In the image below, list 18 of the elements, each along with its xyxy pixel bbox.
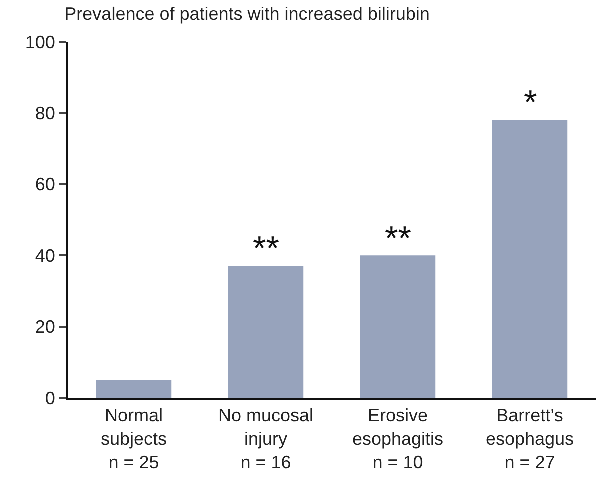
- y-tick-label: 80: [35, 104, 56, 124]
- x-tick-label: Normal subjects n = 25: [100, 406, 168, 472]
- annotation: **: [385, 220, 412, 258]
- bar: [96, 380, 172, 398]
- x-tick-label: No mucosal injury n = 16: [218, 406, 314, 472]
- y-tick-label: 40: [35, 246, 56, 266]
- annotation: *: [524, 84, 538, 122]
- bar: [360, 256, 436, 398]
- x-tick-label: Barrett’s esophagus n = 27: [486, 406, 574, 472]
- bar: [228, 266, 304, 398]
- y-tick-label: 100: [25, 32, 56, 52]
- chart-title: Prevalence of patients with increased bilirubin: [64, 4, 430, 24]
- y-tick-label: 20: [35, 317, 56, 338]
- bar: [492, 120, 568, 398]
- y-tick-label: 0: [45, 388, 56, 408]
- x-tick-label: Erosive esophagitis n = 10: [352, 406, 444, 472]
- annotation: **: [253, 230, 280, 268]
- y-tick-label: 60: [35, 174, 56, 195]
